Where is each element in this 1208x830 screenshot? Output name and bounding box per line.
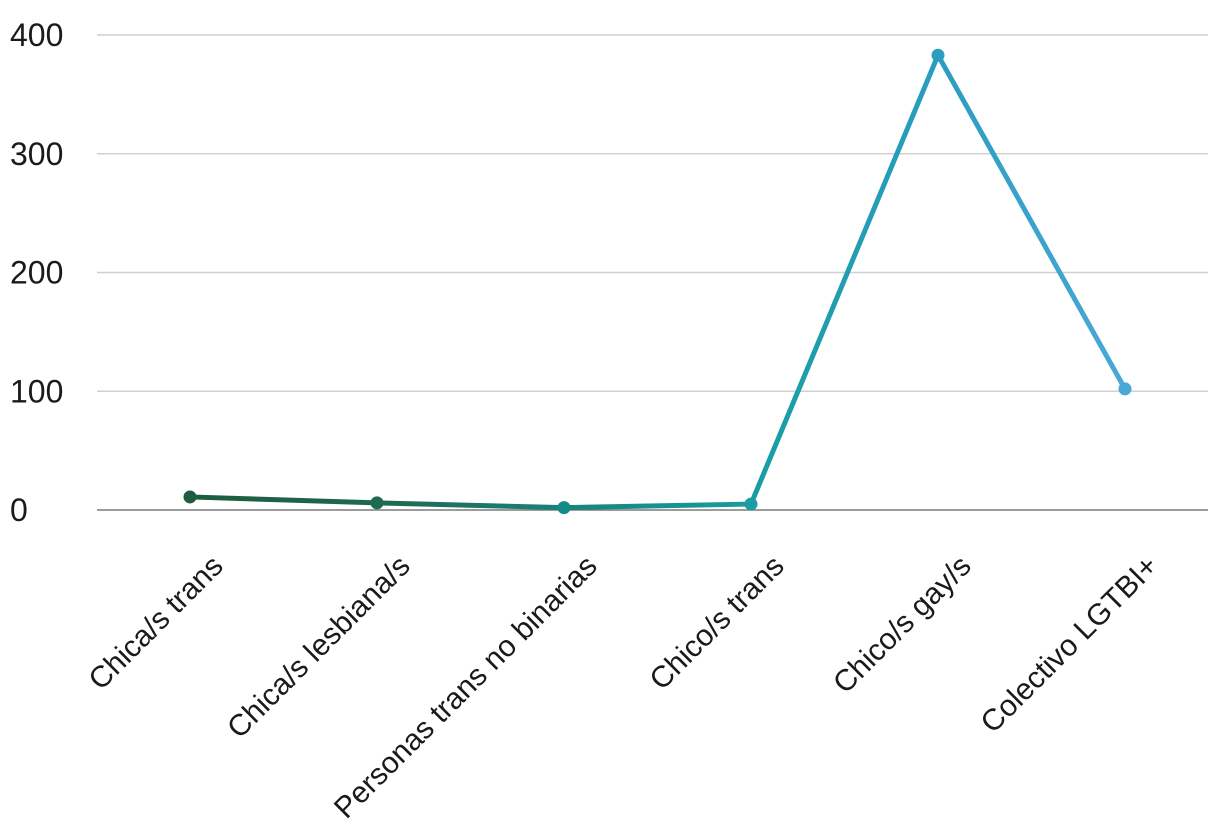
series-line-layer bbox=[187, 52, 1128, 511]
data-point bbox=[744, 497, 758, 511]
data-point bbox=[557, 501, 571, 515]
x-category-label: Chico/s gay/s bbox=[827, 549, 978, 700]
y-tick-label: 300 bbox=[10, 136, 63, 172]
data-point bbox=[1118, 382, 1132, 396]
data-point bbox=[183, 490, 197, 504]
y-tick-label: 0 bbox=[10, 492, 28, 528]
x-category-label: Chica/s lesbiana/s bbox=[221, 549, 416, 744]
x-category-label: Chico/s trans bbox=[644, 549, 791, 696]
y-tick-label: 200 bbox=[10, 255, 63, 291]
y-axis: 0 100 200 300 400 bbox=[10, 17, 63, 528]
grid-layer bbox=[97, 34, 1208, 511]
data-point bbox=[931, 48, 945, 62]
y-tick-label: 400 bbox=[10, 17, 63, 53]
x-category-label: Chica/s trans bbox=[83, 549, 230, 696]
y-tick-label: 100 bbox=[10, 373, 63, 409]
series-line bbox=[187, 52, 1128, 511]
data-point bbox=[370, 496, 384, 510]
data-points bbox=[183, 48, 1132, 515]
x-category-label: Colectivo LGTBI+ bbox=[974, 549, 1164, 739]
